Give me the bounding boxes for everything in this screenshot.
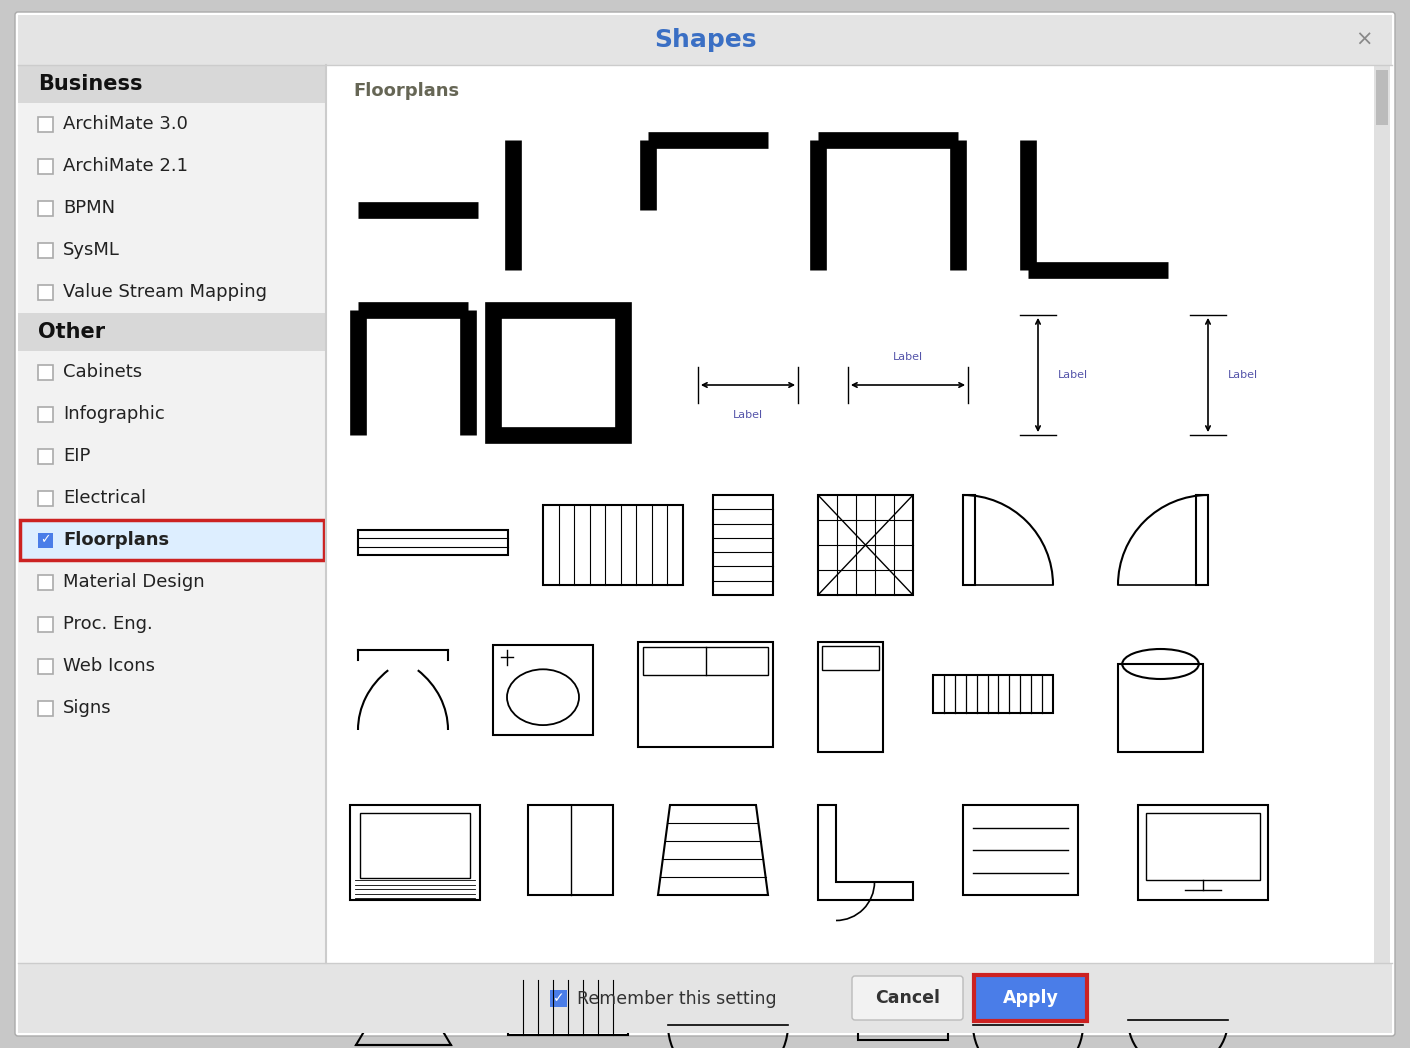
Bar: [963, 805, 1079, 895]
Bar: [1196, 495, 1208, 585]
Text: Infographic: Infographic: [63, 405, 165, 423]
Text: Signs: Signs: [63, 699, 111, 717]
Text: Apply: Apply: [1003, 989, 1059, 1007]
Text: Electrical: Electrical: [63, 489, 147, 507]
Bar: [38, 284, 54, 300]
Bar: [822, 646, 878, 670]
Bar: [38, 158, 54, 174]
Bar: [643, 647, 768, 675]
Bar: [18, 15, 1392, 65]
Text: Shapes: Shapes: [654, 28, 756, 52]
Text: ×: ×: [1355, 30, 1373, 50]
Text: BPMN: BPMN: [63, 199, 116, 217]
Text: Cabinets: Cabinets: [63, 363, 142, 381]
Bar: [360, 813, 470, 878]
Bar: [933, 675, 1053, 713]
Text: Proc. Eng.: Proc. Eng.: [63, 615, 152, 633]
Bar: [18, 65, 326, 103]
Bar: [974, 975, 1087, 1021]
Bar: [527, 805, 613, 895]
Bar: [358, 530, 508, 555]
Bar: [543, 505, 682, 585]
Bar: [1138, 805, 1268, 900]
Text: Value Stream Mapping: Value Stream Mapping: [63, 283, 266, 301]
Bar: [1118, 664, 1203, 752]
Bar: [1376, 70, 1387, 125]
Text: Web Icons: Web Icons: [63, 657, 155, 675]
Bar: [18, 65, 326, 963]
Bar: [20, 520, 324, 560]
Bar: [38, 532, 54, 547]
Bar: [493, 645, 594, 735]
Text: ✓: ✓: [41, 533, 51, 546]
Text: ArchiMate 3.0: ArchiMate 3.0: [63, 115, 188, 133]
Bar: [18, 313, 326, 351]
Bar: [713, 495, 773, 595]
Bar: [18, 963, 1392, 1033]
Bar: [38, 407, 54, 421]
Bar: [1373, 65, 1390, 963]
Text: Material Design: Material Design: [63, 573, 204, 591]
Bar: [38, 490, 54, 505]
Bar: [818, 495, 914, 595]
Bar: [1146, 813, 1261, 880]
Text: Floorplans: Floorplans: [63, 531, 169, 549]
Bar: [38, 616, 54, 632]
Bar: [38, 200, 54, 216]
Bar: [859, 965, 948, 1040]
Bar: [38, 449, 54, 463]
Bar: [18, 519, 326, 561]
Bar: [38, 365, 54, 379]
FancyBboxPatch shape: [852, 976, 963, 1020]
Text: Cancel: Cancel: [876, 989, 940, 1007]
Bar: [963, 495, 974, 585]
Text: Label: Label: [1228, 370, 1258, 380]
Text: Label: Label: [893, 352, 924, 362]
Text: ArchiMate 2.1: ArchiMate 2.1: [63, 157, 188, 175]
Bar: [38, 574, 54, 589]
Text: Label: Label: [1058, 370, 1089, 380]
Bar: [38, 700, 54, 716]
Bar: [329, 65, 1392, 963]
Text: ✓: ✓: [553, 991, 564, 1005]
Text: Other: Other: [38, 322, 106, 342]
FancyBboxPatch shape: [16, 12, 1394, 1036]
Text: Business: Business: [38, 74, 142, 94]
Text: SysML: SysML: [63, 241, 120, 259]
Bar: [38, 242, 54, 258]
Bar: [818, 642, 883, 752]
Bar: [550, 990, 567, 1007]
Text: Remember this setting: Remember this setting: [577, 989, 777, 1007]
Bar: [350, 805, 479, 900]
Text: EIP: EIP: [63, 447, 90, 465]
FancyBboxPatch shape: [974, 976, 1086, 1020]
Bar: [38, 116, 54, 131]
Text: Label: Label: [733, 410, 763, 420]
Bar: [508, 980, 627, 1035]
Bar: [637, 642, 773, 747]
Text: Floorplans: Floorplans: [352, 82, 460, 100]
Bar: [493, 310, 623, 435]
Bar: [38, 658, 54, 674]
